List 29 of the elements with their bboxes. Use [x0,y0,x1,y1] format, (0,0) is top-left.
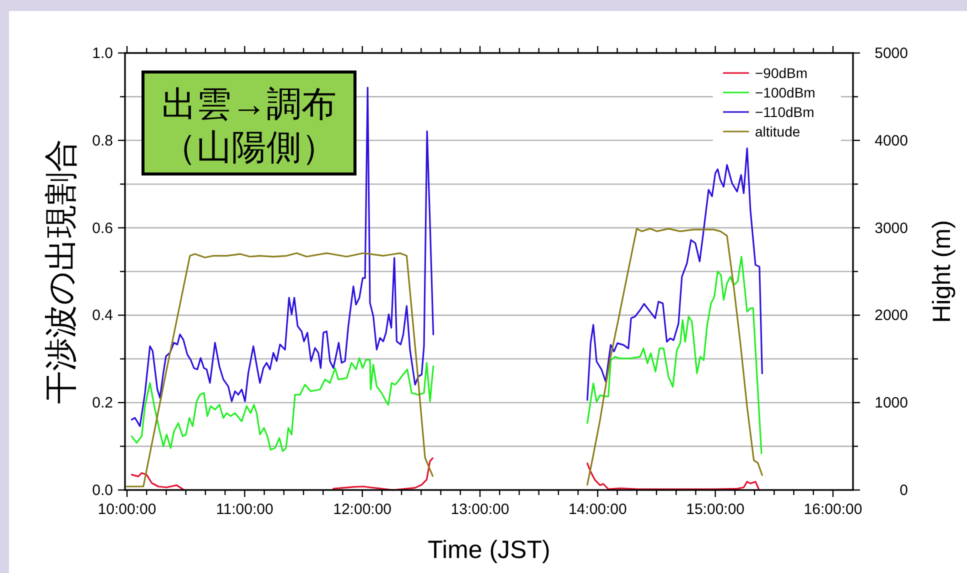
x-tick-label: 16:00:00 [804,501,862,518]
y2-tick-label: 2000 [874,307,908,324]
y-tick-label: 0.0 [92,482,113,499]
annotation: 出雲→調布 （山陽側） [142,70,356,176]
x-tick-label: 10:00:00 [98,501,156,518]
x-tick-label: 13:00:00 [450,501,510,518]
y-tick-label: 0.6 [92,220,113,237]
x-tick-label: 14:00:00 [568,501,627,518]
y2-axis-title: Hight (m) [928,220,956,323]
x-axis-title: Time (JST) [428,536,550,564]
y2-tick-label: 4000 [874,132,908,150]
y-tick-label: 0.2 [92,394,113,412]
y2-tick-label: 0 [900,482,908,499]
annotation: （山陽側） [162,128,336,167]
y-tick-label: 0.8 [92,132,113,150]
y2-tick-label: 1000 [874,394,908,412]
annotation: 出雲→調布 [162,85,336,124]
y-tick-label: 1.0 [92,45,113,62]
x-tick-label: 15:00:00 [686,501,745,518]
x-tick-label: 11:00:00 [216,501,274,518]
x-tick-label: 12:00:00 [333,501,392,518]
legend-label: −110dBm [755,104,814,120]
y2-tick-label: 5000 [874,45,908,62]
legend-label: −100dBm [755,84,816,100]
y2-tick-label: 3000 [874,220,908,237]
y-tick-label: 0.4 [92,307,113,324]
legend-label: −90dBm [755,65,808,81]
y-axis-title: 干渉波の出現割合 [42,139,79,404]
legend-label: altitude [755,124,800,140]
